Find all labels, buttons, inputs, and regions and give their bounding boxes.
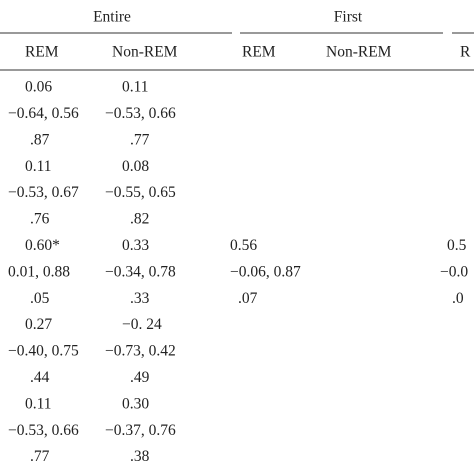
cell: −0.40, 0.75 — [8, 343, 79, 360]
cell: 0.5 — [447, 237, 467, 254]
cell: 0.33 — [122, 237, 149, 254]
cell: 0.27 — [25, 316, 52, 333]
cell: 0.30 — [122, 395, 149, 412]
cell: .77 — [30, 448, 50, 465]
group-header: Entire — [93, 9, 131, 26]
cell: −0.55, 0.65 — [105, 184, 176, 201]
cell: .77 — [130, 131, 150, 148]
cell: −0.0 — [440, 263, 468, 280]
column-header: R — [460, 44, 471, 61]
cell: .07 — [238, 290, 258, 307]
column-header: Non-REM — [326, 44, 392, 61]
cell: −0. 24 — [122, 316, 162, 333]
column-header: Non-REM — [112, 44, 178, 61]
cell: −0.53, 0.66 — [105, 105, 176, 122]
column-header: REM — [242, 44, 276, 61]
column-header: REM — [25, 44, 59, 61]
cell: 0.56 — [230, 237, 257, 254]
cell: −0.64, 0.56 — [8, 105, 79, 122]
cell: −0.37, 0.76 — [105, 422, 176, 439]
cell: 0.08 — [122, 158, 149, 175]
cell: .87 — [30, 131, 50, 148]
cell: .38 — [130, 448, 150, 465]
cell: −0.06, 0.87 — [230, 263, 301, 280]
cell: .05 — [30, 290, 50, 307]
cell: 0.01, 0.88 — [8, 263, 70, 280]
cell: .0 — [452, 290, 464, 307]
cell: .33 — [130, 290, 150, 307]
cell: −0.53, 0.67 — [8, 184, 79, 201]
cell: .82 — [130, 211, 149, 228]
cell: 0.11 — [122, 79, 149, 96]
cell: 0.11 — [25, 158, 52, 175]
group-header: First — [334, 9, 363, 26]
cell: −0.53, 0.66 — [8, 422, 79, 439]
cell: 0.60* — [25, 237, 60, 254]
cell: 0.06 — [25, 79, 52, 96]
cell: −0.34, 0.78 — [105, 263, 176, 280]
cell: −0.73, 0.42 — [105, 343, 176, 360]
cell: .44 — [30, 369, 50, 386]
cell: .49 — [130, 369, 150, 386]
cell: .76 — [30, 211, 50, 228]
cell: 0.11 — [25, 395, 52, 412]
